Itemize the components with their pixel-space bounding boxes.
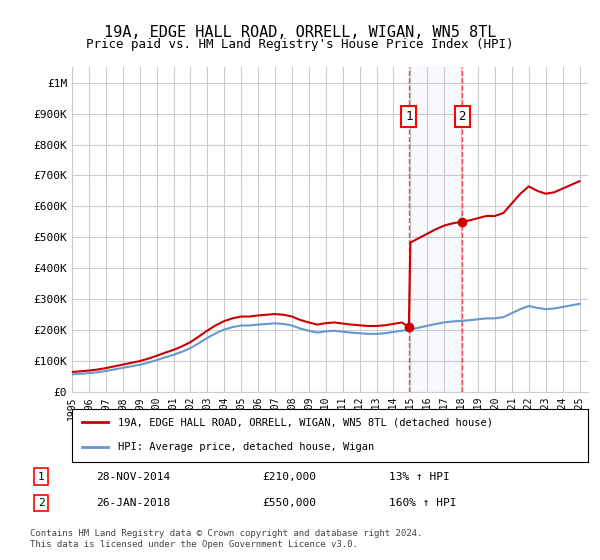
Text: Price paid vs. HM Land Registry's House Price Index (HPI): Price paid vs. HM Land Registry's House … (86, 38, 514, 51)
Text: Contains HM Land Registry data © Crown copyright and database right 2024.
This d: Contains HM Land Registry data © Crown c… (30, 529, 422, 549)
Text: 28-NOV-2014: 28-NOV-2014 (96, 472, 170, 482)
Text: 13% ↑ HPI: 13% ↑ HPI (389, 472, 449, 482)
Text: 160% ↑ HPI: 160% ↑ HPI (389, 498, 457, 508)
Text: 1: 1 (38, 472, 44, 482)
Bar (409, 67, 462, 392)
Text: £210,000: £210,000 (262, 472, 316, 482)
Text: 2: 2 (458, 110, 466, 123)
Text: 1: 1 (405, 110, 413, 123)
Text: 19A, EDGE HALL ROAD, ORRELL, WIGAN, WN5 8TL (detached house): 19A, EDGE HALL ROAD, ORRELL, WIGAN, WN5 … (118, 417, 493, 427)
Text: £550,000: £550,000 (262, 498, 316, 508)
Text: 19A, EDGE HALL ROAD, ORRELL, WIGAN, WN5 8TL: 19A, EDGE HALL ROAD, ORRELL, WIGAN, WN5 … (104, 25, 496, 40)
Text: 26-JAN-2018: 26-JAN-2018 (96, 498, 170, 508)
Text: HPI: Average price, detached house, Wigan: HPI: Average price, detached house, Wiga… (118, 442, 374, 452)
Text: 2: 2 (38, 498, 44, 508)
